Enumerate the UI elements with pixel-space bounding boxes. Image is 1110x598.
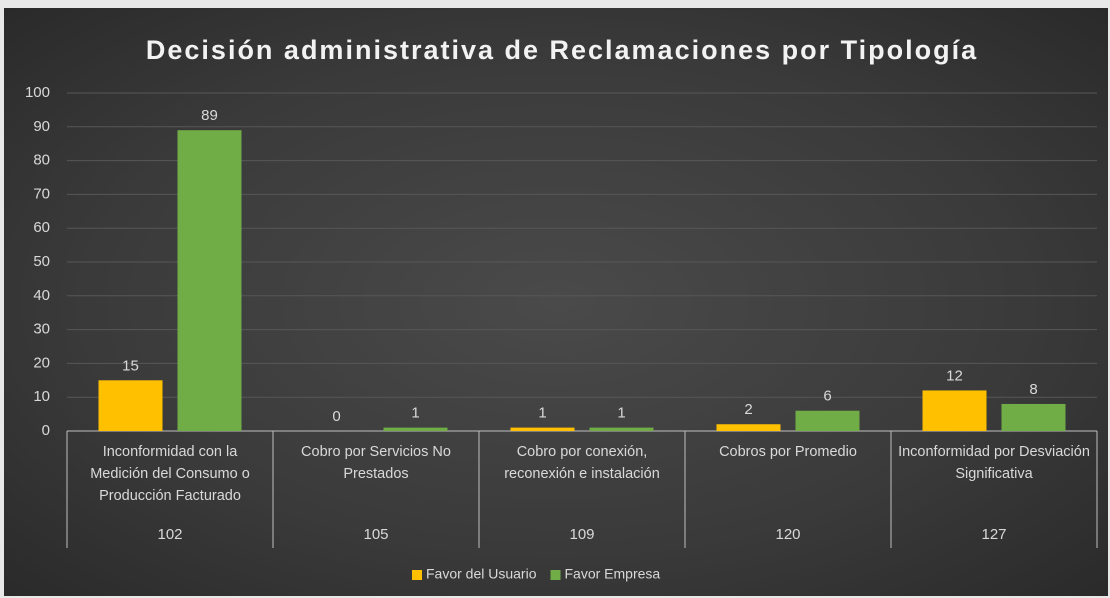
x-category-label: Inconformidad con la Medición del Consum… <box>90 444 250 504</box>
legend-swatch <box>412 570 422 580</box>
chart-svg: Decisión administrativa de Reclamaciones… <box>25 35 1098 582</box>
chart-title: Decisión administrativa de Reclamaciones… <box>146 35 978 65</box>
y-tick-label: 0 <box>42 422 50 439</box>
y-tick-label: 20 <box>33 354 50 371</box>
data-label: 1 <box>617 405 625 422</box>
x-code-label: 127 <box>981 526 1006 543</box>
x-code-label: 109 <box>569 526 594 543</box>
x-category-label: Inconformidad por Desviación Significati… <box>898 444 1090 482</box>
bar <box>716 424 781 431</box>
data-label: 12 <box>946 367 963 384</box>
data-label: 8 <box>1029 381 1037 398</box>
legend-label: Favor Empresa <box>565 566 661 582</box>
x-category-label: Cobros por Promedio <box>719 444 857 460</box>
data-label: 2 <box>744 401 752 418</box>
data-label: 6 <box>823 388 831 405</box>
bar <box>383 427 448 431</box>
legend-label: Favor del Usuario <box>426 566 537 582</box>
y-tick-label: 50 <box>33 253 50 270</box>
y-tick-label: 10 <box>33 388 50 405</box>
data-label: 1 <box>538 405 546 422</box>
legend-swatch <box>550 570 561 580</box>
x-code-label: 120 <box>775 526 800 543</box>
y-tick-label: 60 <box>33 219 50 236</box>
data-label: 0 <box>332 408 340 425</box>
data-label: 15 <box>122 357 139 374</box>
data-label: 89 <box>201 107 218 124</box>
bar <box>177 130 242 431</box>
y-tick-label: 40 <box>33 287 50 304</box>
y-tick-label: 30 <box>33 321 50 338</box>
y-tick-label: 80 <box>33 152 50 169</box>
bar <box>510 427 575 431</box>
x-code-label: 102 <box>157 526 182 543</box>
y-tick-label: 90 <box>33 118 50 135</box>
bar <box>922 390 987 431</box>
x-code-label: 105 <box>363 526 388 543</box>
data-label: 1 <box>411 405 419 422</box>
x-category-label: Cobro por Servicios No Prestados <box>301 444 451 482</box>
y-tick-label: 70 <box>33 185 50 202</box>
x-category-label: Cobro por conexión, reconexión e instala… <box>504 444 660 482</box>
bar <box>98 380 163 431</box>
chart: Decisión administrativa de Reclamaciones… <box>4 8 1108 596</box>
bar <box>795 410 860 431</box>
bar <box>1001 403 1066 431</box>
bar <box>589 427 654 431</box>
y-tick-label: 100 <box>25 84 50 101</box>
